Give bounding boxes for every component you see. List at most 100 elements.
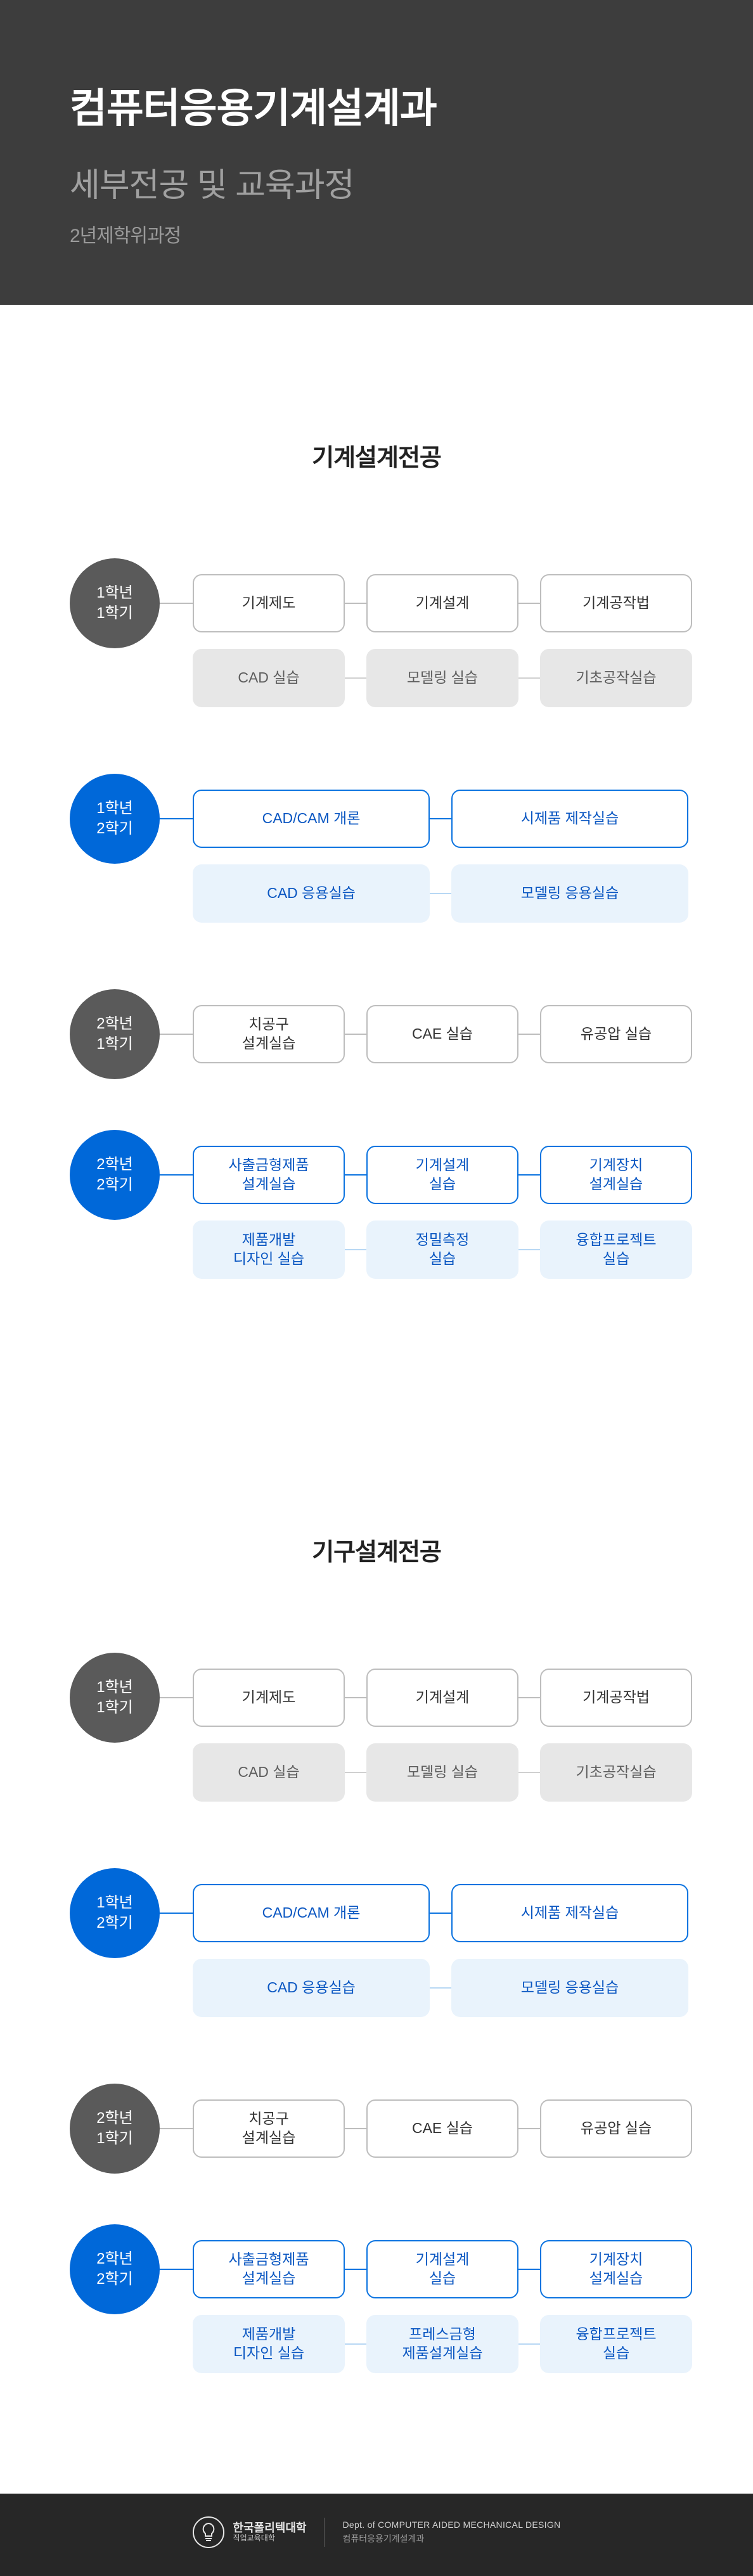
- semester-row: 2학년1학기치공구설계실습CAE 실습유공압 실습: [70, 2099, 683, 2158]
- course-box: 기계설계실습: [366, 1146, 518, 1204]
- course-row: 사출금형제품설계실습기계설계실습기계장치설계실습: [160, 2240, 692, 2298]
- lightbulb-icon: [193, 2516, 224, 2548]
- course-box: 제품개발디자인 실습: [193, 1221, 345, 1279]
- header: 컴퓨터응용기계설계과 세부전공 및 교육과정 2년제학위과정: [0, 0, 753, 305]
- course-box: 기계장치설계실습: [540, 2240, 692, 2298]
- semester-row: CAD 응용실습모델링 응용실습: [70, 864, 683, 923]
- row-spacer: [160, 1988, 193, 1989]
- badge-term: 2학기: [96, 1913, 133, 1933]
- semester-badge: 1학년1학기: [70, 558, 160, 648]
- badge-term: 2학기: [96, 819, 133, 839]
- majors-container: 기계설계전공1학년1학기기계제도기계설계기계공작법CAD 실습모델링 실습기초공…: [0, 305, 753, 2494]
- course-box: CAE 실습: [366, 2099, 518, 2158]
- course-box: 기초공작실습: [540, 1743, 692, 1802]
- program-label: 2년제학위과정: [70, 220, 683, 248]
- semester-row: 2학년1학기치공구설계실습CAE 실습유공압 실습: [70, 1005, 683, 1063]
- course-box: 융합프로젝트실습: [540, 1221, 692, 1279]
- semester-badge: 1학년1학기: [70, 1653, 160, 1743]
- badge-year: 1학년: [96, 583, 133, 603]
- badge-term: 1학기: [96, 2129, 133, 2149]
- connector: [518, 677, 540, 679]
- course-row: 기계제도 기계설계 기계공작법: [160, 1669, 692, 1727]
- course-box: 기초공작실습: [540, 649, 692, 707]
- course-row: CAD 실습모델링 실습기초공작실습: [160, 649, 692, 707]
- course-box: 모델링 실습: [366, 649, 518, 707]
- course-box: 시제품 제작실습: [451, 1884, 688, 1942]
- badge-year: 1학년: [96, 1677, 133, 1698]
- course-row: 치공구설계실습CAE 실습유공압 실습: [160, 1005, 692, 1063]
- connector: [345, 1697, 366, 1698]
- badge-year: 2학년: [96, 1014, 133, 1034]
- connector: [518, 2343, 540, 2345]
- connector: [430, 1987, 451, 1989]
- course-box: 시제품 제작실습: [451, 790, 688, 848]
- semester-badge: 2학년1학기: [70, 989, 160, 1079]
- semester-badge: 2학년2학기: [70, 2224, 160, 2314]
- semester-group: 1학년1학기기계제도기계설계기계공작법CAD 실습모델링 실습기초공작실습: [70, 1669, 683, 1802]
- course-box: 모델링 응용실습: [451, 864, 688, 923]
- semester-badge: 1학년2학기: [70, 1868, 160, 1958]
- course-row: 제품개발디자인 실습정밀측정실습융합프로젝트실습: [160, 1221, 692, 1279]
- semester-badge: 2학년1학기: [70, 2084, 160, 2174]
- connector: [160, 2128, 193, 2129]
- semester-group: 2학년2학기사출금형제품설계실습기계설계실습기계장치설계실습제품개발디자인 실습…: [70, 1146, 683, 1279]
- course-box: CAD 실습: [193, 1743, 345, 1802]
- course-box: 사출금형제품설계실습: [193, 1146, 345, 1204]
- course-box: 기계제도: [193, 1669, 345, 1727]
- connector: [160, 818, 193, 819]
- course-box: 기계장치설계실습: [540, 1146, 692, 1204]
- badge-year: 2학년: [96, 1155, 133, 1175]
- semester-group: 1학년2학기CAD/CAM 개론시제품 제작실습CAD 응용실습모델링 응용실습: [70, 790, 683, 923]
- course-box: 기계공작법: [540, 1669, 692, 1727]
- semester-row: 1학년1학기기계제도기계설계기계공작법: [70, 1669, 683, 1727]
- connector: [160, 603, 193, 604]
- course-box: 기계설계실습: [366, 2240, 518, 2298]
- connector: [430, 1913, 451, 1914]
- connector: [518, 1697, 540, 1698]
- connector: [345, 603, 366, 604]
- connector: [518, 1034, 540, 1035]
- connector: [345, 677, 366, 679]
- connector: [345, 1249, 366, 1250]
- connector: [345, 1772, 366, 1773]
- semester-group: 2학년1학기치공구설계실습CAE 실습유공압 실습: [70, 2099, 683, 2158]
- major-title: 기구설계전공: [70, 1532, 683, 1567]
- connector: [518, 603, 540, 604]
- course-row: CAD 응용실습모델링 응용실습: [160, 1959, 688, 2017]
- row-spacer: [160, 1772, 193, 1773]
- connector: [160, 1697, 193, 1698]
- footer-logo: 한국폴리텍대학 직업교육대학: [193, 2516, 307, 2548]
- major-title: 기계설계전공: [70, 438, 683, 473]
- major-block: 기구설계전공1학년1학기기계제도기계설계기계공작법CAD 실습모델링 실습기초공…: [0, 1399, 753, 2494]
- course-box: 제품개발디자인 실습: [193, 2315, 345, 2373]
- course-box: CAD/CAM 개론: [193, 790, 430, 848]
- course-row: 기계제도기계설계기계공작법: [160, 574, 692, 632]
- course-box: 기계공작법: [540, 574, 692, 632]
- course-box: 융합프로젝트실습: [540, 2315, 692, 2373]
- badge-year: 2학년: [96, 2249, 133, 2269]
- course-box: 유공압 실습: [540, 1005, 692, 1063]
- course-row: 치공구설계실습CAE 실습유공압 실습: [160, 2099, 692, 2158]
- badge-year: 1학년: [96, 1893, 133, 1913]
- footer: 한국폴리텍대학 직업교육대학 Dept. of COMPUTER AIDED M…: [0, 2494, 753, 2576]
- major-block: 기계설계전공1학년1학기기계제도기계설계기계공작법CAD 실습모델링 실습기초공…: [0, 305, 753, 1399]
- connector: [518, 1174, 540, 1176]
- badge-term: 1학기: [96, 603, 133, 624]
- semester-row: 1학년2학기CAD/CAM 개론시제품 제작실습: [70, 1884, 683, 1942]
- course-row: CAD 실습모델링 실습기초공작실습: [160, 1743, 692, 1802]
- course-box: CAD/CAM 개론: [193, 1884, 430, 1942]
- connector: [345, 2269, 366, 2270]
- badge-term: 1학기: [96, 1698, 133, 1718]
- course-box: 기계설계: [366, 1669, 518, 1727]
- semester-row: 2학년2학기사출금형제품설계실습기계설계실습기계장치설계실습: [70, 2240, 683, 2298]
- course-box: CAD 응용실습: [193, 864, 430, 923]
- semester-badge: 2학년2학기: [70, 1130, 160, 1220]
- badge-term: 2학기: [96, 1175, 133, 1195]
- row-spacer: [160, 678, 193, 679]
- connector: [518, 1249, 540, 1250]
- connector: [160, 1034, 193, 1035]
- course-row: 사출금형제품설계실습 기계설계실습 기계장치설계실습: [160, 1146, 692, 1204]
- course-box: 기계제도: [193, 574, 345, 632]
- course-row: CAD/CAM 개론 시제품 제작실습: [160, 1884, 688, 1942]
- course-box: 모델링 응용실습: [451, 1959, 688, 2017]
